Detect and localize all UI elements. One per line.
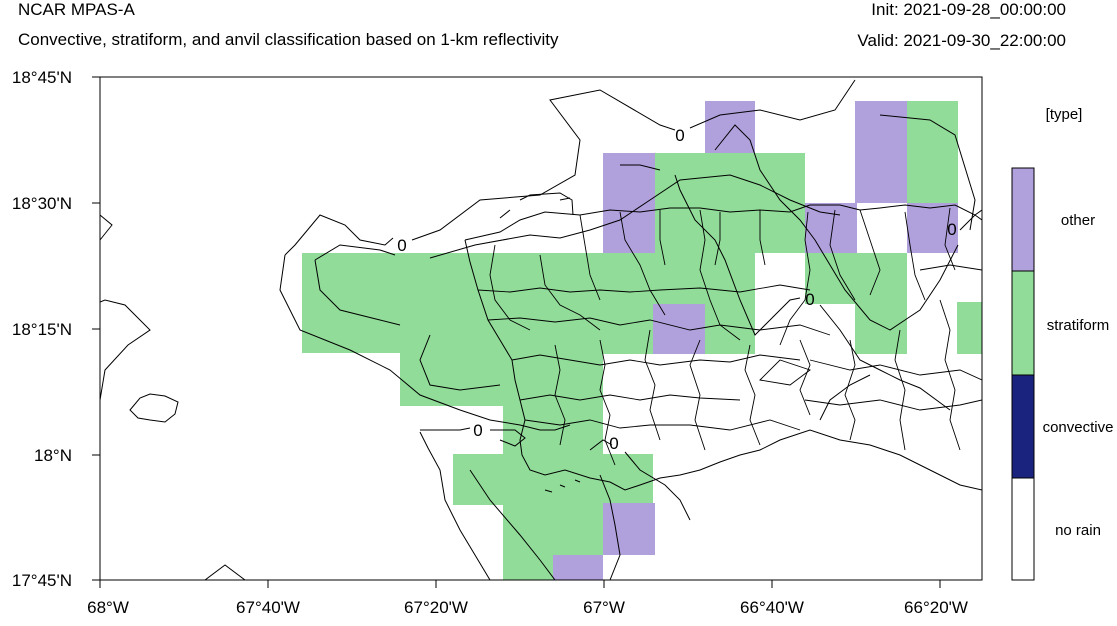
legend-label-other: other xyxy=(1061,212,1095,229)
classification-cells xyxy=(302,101,982,580)
legend-swatch-stratiform xyxy=(1012,271,1034,375)
axis-ticks xyxy=(92,76,941,588)
legend: [type] other stratiform convective no ra… xyxy=(1011,106,1114,581)
valid-time: Valid: 2021-09-30_22:00:00 xyxy=(857,31,1066,50)
legend-label-convective: convective xyxy=(1043,419,1114,436)
longitude-labels: 68°W 67°40'W 67°20'W 67°W 66°40'W 66°20'… xyxy=(87,598,968,617)
latitude-labels: 18°45'N 18°30'N 18°15'N 18°N 17°45'N xyxy=(12,68,72,590)
legend-swatch-no-rain xyxy=(1012,478,1034,580)
lon-label: 67°W xyxy=(583,598,625,617)
legend-title: [type] xyxy=(1046,106,1083,123)
contour-label: 0 xyxy=(397,236,406,255)
contour-label: 0 xyxy=(609,434,618,453)
municipal-borders xyxy=(477,207,982,466)
legend-label-stratiform: stratiform xyxy=(1047,317,1110,334)
legend-label-no-rain: no rain xyxy=(1055,522,1101,539)
lat-label: 18°45'N xyxy=(12,68,72,87)
contour-label: 0 xyxy=(805,290,814,309)
contour-label: 0 xyxy=(947,220,956,239)
init-time: Init: 2021-09-28_00:00:00 xyxy=(871,0,1066,19)
stratiform-cells xyxy=(302,101,982,580)
lat-label: 18°30'N xyxy=(12,194,72,213)
lat-label: 18°N xyxy=(34,446,72,465)
lon-label: 68°W xyxy=(87,598,129,617)
contour-label: 0 xyxy=(473,421,482,440)
lat-label: 18°15'N xyxy=(12,320,72,339)
lon-label: 67°20'W xyxy=(404,598,468,617)
reflectivity-contours xyxy=(100,79,982,580)
contour-labels: 0 0 0 0 0 0 xyxy=(397,126,956,453)
legend-swatch-other xyxy=(1012,168,1034,271)
plot-subtitle: Convective, stratiform, and anvil classi… xyxy=(18,30,559,49)
legend-swatch-convective xyxy=(1012,375,1034,478)
other-cells xyxy=(553,101,958,580)
lon-label: 66°40'W xyxy=(740,598,804,617)
lat-label: 17°45'N xyxy=(12,571,72,590)
model-title: NCAR MPAS-A xyxy=(18,0,135,19)
contour-label: 0 xyxy=(675,126,684,145)
lon-label: 66°20'W xyxy=(904,598,968,617)
lon-label: 67°40'W xyxy=(236,598,300,617)
